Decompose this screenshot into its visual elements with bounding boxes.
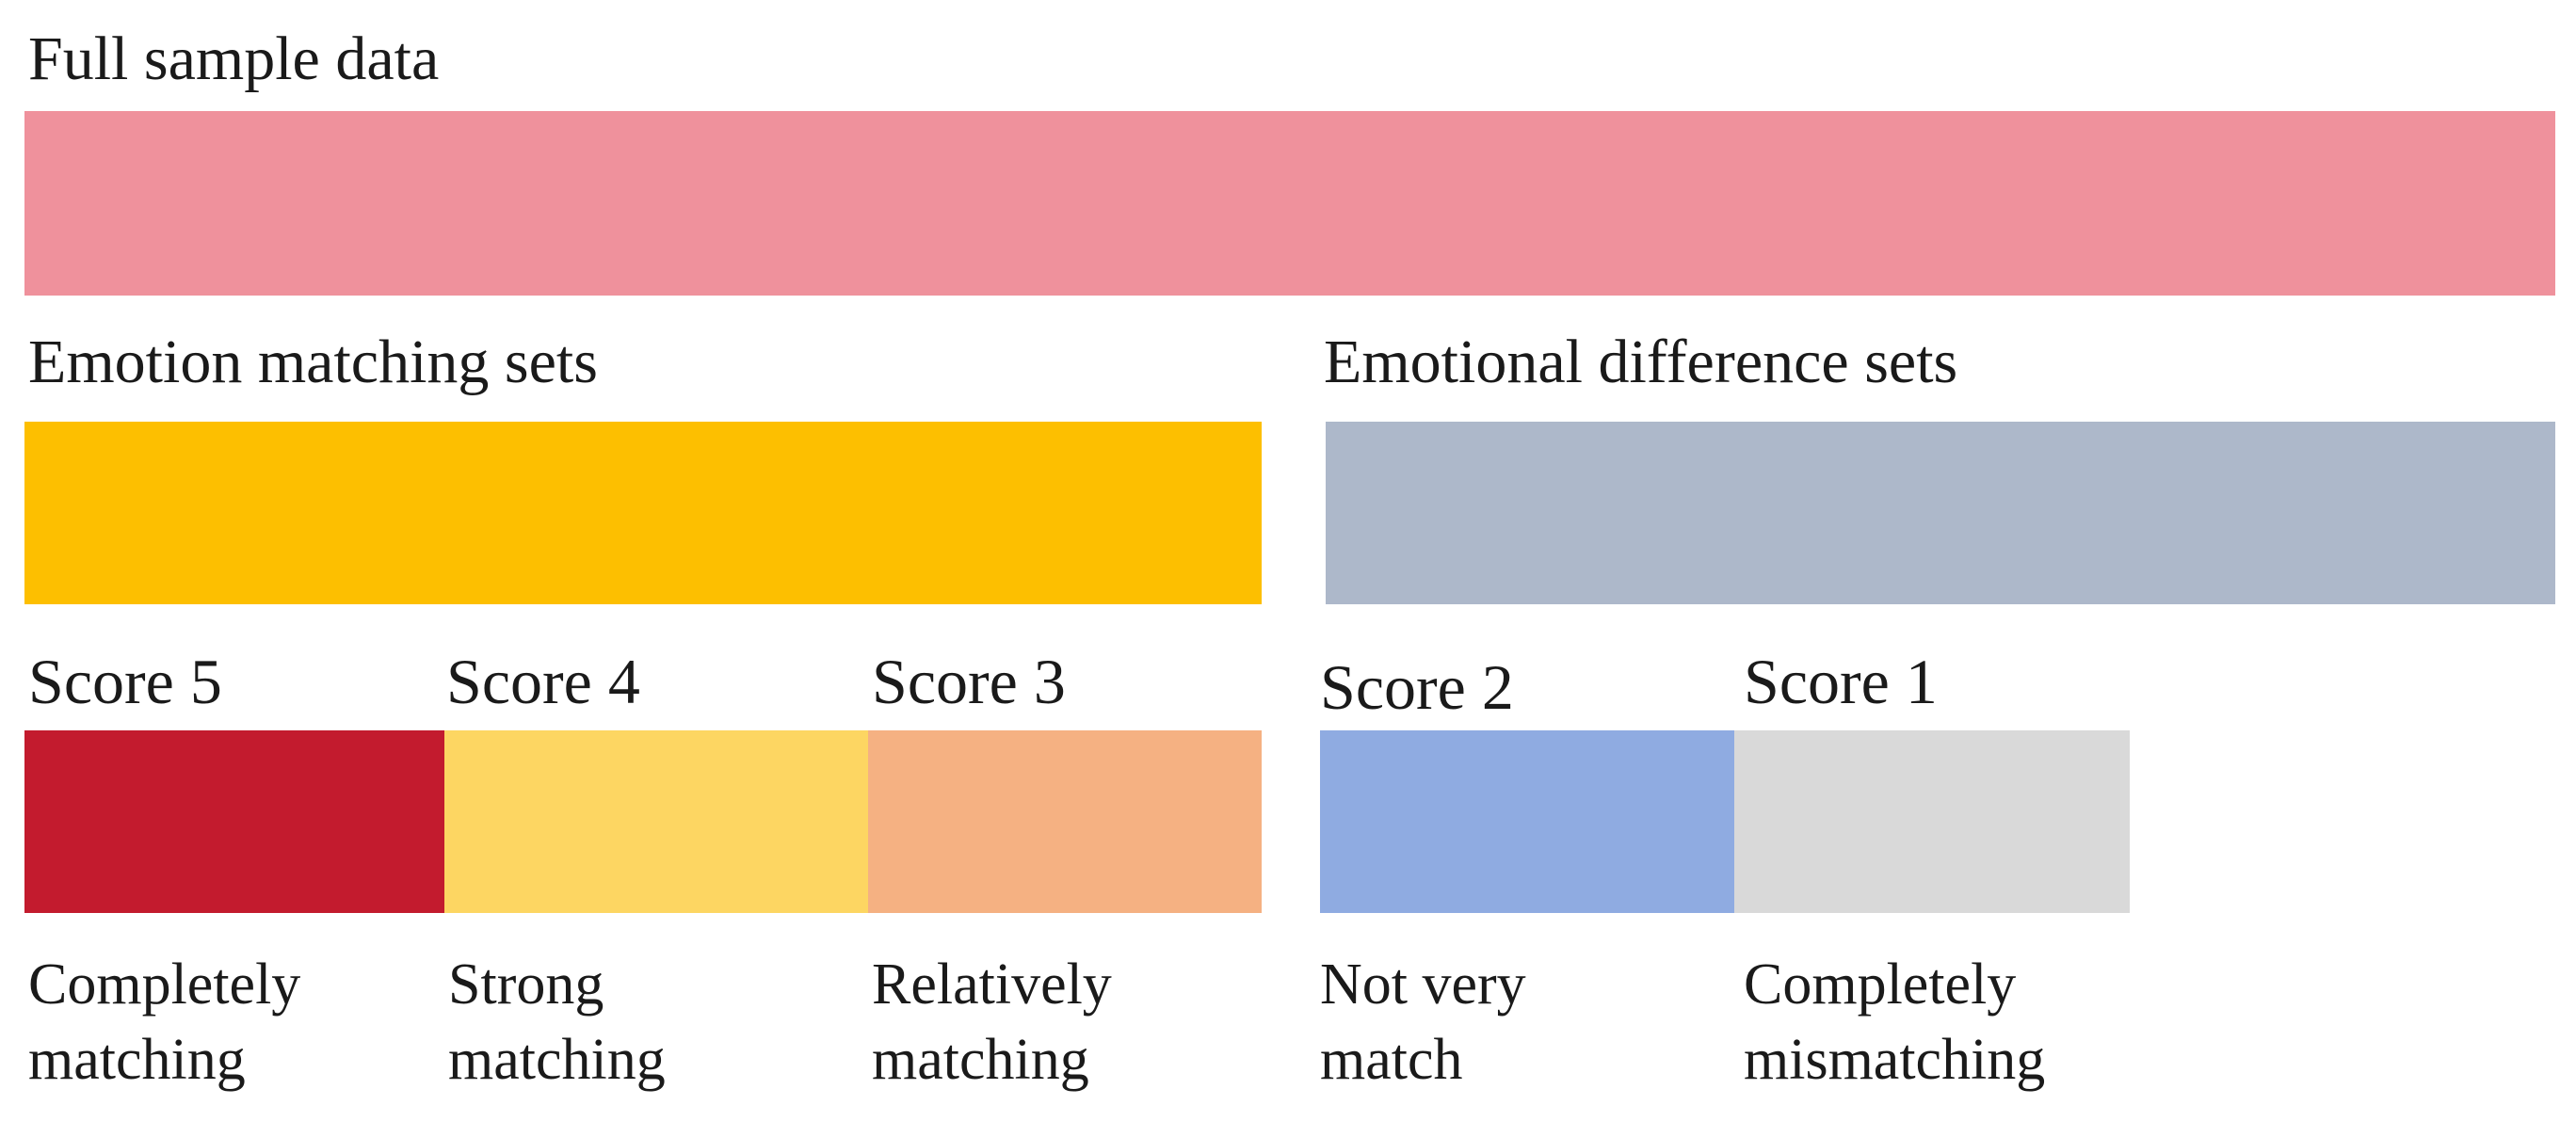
score-4-label: Score 4	[446, 646, 640, 717]
score-2-label: Score 2	[1320, 651, 1514, 723]
matching-sets-label: Emotion matching sets	[28, 328, 598, 396]
score-1-bar	[1734, 730, 2130, 913]
full-sample-label: Full sample data	[28, 24, 440, 93]
difference-sets-bar	[1326, 422, 2555, 604]
score-5-description: Completely matching	[28, 947, 300, 1097]
score-1-description-line-2: mismatching	[1744, 1028, 2046, 1092]
score-4-description-line-2: matching	[448, 1028, 666, 1092]
score-3-description: Relatively matching	[872, 947, 1112, 1097]
score-5-description-line-1: Completely	[28, 953, 301, 1017]
score-3-description-line-2: matching	[872, 1028, 1089, 1092]
score-3-description-line-1: Relatively	[872, 953, 1112, 1017]
score-2-bar	[1320, 730, 1734, 913]
score-1-description: Completely mismatching	[1744, 947, 2045, 1097]
score-5-description-line-2: matching	[28, 1028, 246, 1092]
score-2-description-line-2: match	[1320, 1028, 1463, 1092]
full-sample-bar	[24, 111, 2555, 296]
score-1-description-line-1: Completely	[1744, 953, 2017, 1017]
score-1-label: Score 1	[1744, 646, 1938, 717]
score-4-description: Strong matching	[448, 947, 666, 1097]
score-4-description-line-1: Strong	[448, 953, 604, 1017]
score-2-description-line-1: Not very	[1320, 953, 1526, 1017]
score-5-bar	[24, 730, 444, 913]
score-3-bar	[868, 730, 1262, 913]
matching-sets-bar	[24, 422, 1262, 604]
score-5-label: Score 5	[28, 646, 222, 717]
difference-sets-label: Emotional difference sets	[1324, 328, 1958, 396]
score-3-label: Score 3	[872, 646, 1066, 717]
score-2-description: Not very match	[1320, 947, 1526, 1097]
score-4-bar	[444, 730, 868, 913]
